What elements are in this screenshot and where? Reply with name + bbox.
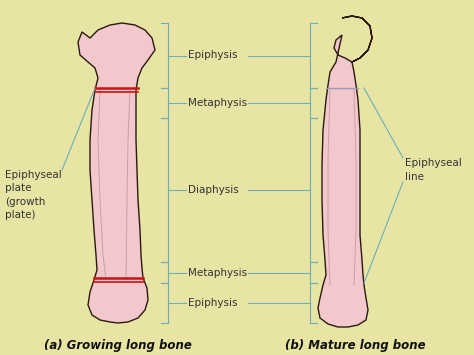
Text: Epiphysis: Epiphysis (188, 50, 237, 60)
Text: Epiphyseal
plate
(growth
plate): Epiphyseal plate (growth plate) (5, 170, 62, 220)
Text: Diaphysis: Diaphysis (188, 185, 239, 195)
Polygon shape (318, 16, 372, 327)
Text: Metaphysis: Metaphysis (188, 268, 247, 278)
Polygon shape (78, 23, 155, 323)
Text: (a) Growing long bone: (a) Growing long bone (44, 339, 192, 351)
Text: Metaphysis: Metaphysis (188, 98, 247, 108)
Text: Epiphyseal
line: Epiphyseal line (405, 158, 462, 182)
Text: Epiphysis: Epiphysis (188, 298, 237, 308)
Text: (b) Mature long bone: (b) Mature long bone (285, 339, 425, 351)
